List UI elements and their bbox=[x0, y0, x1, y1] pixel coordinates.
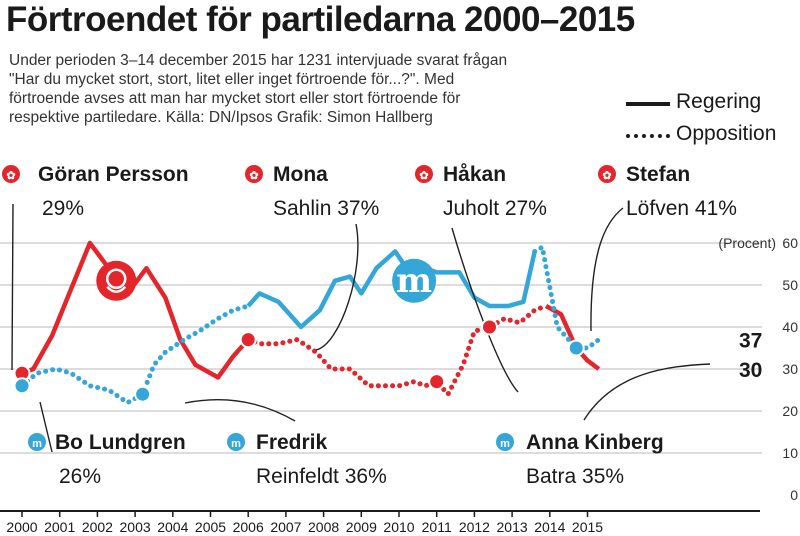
label-name-mona: Mona bbox=[273, 163, 328, 186]
x-tick-2007: 2007 bbox=[270, 519, 301, 535]
series-line-m-1 bbox=[246, 249, 537, 330]
party-icon-stefan bbox=[598, 165, 616, 183]
party-glyph-mona: ✿ bbox=[249, 170, 258, 182]
gridlines bbox=[0, 242, 762, 454]
y-tick-10: 10 bbox=[782, 445, 798, 461]
x-tick-2013: 2013 bbox=[497, 519, 528, 535]
y-tick-40: 40 bbox=[782, 319, 798, 335]
y-tick-50: 50 bbox=[782, 277, 798, 293]
label-pct-mona: Sahlin 37% bbox=[273, 197, 379, 220]
y-axis-unit: (Procent) bbox=[718, 235, 776, 251]
label-pct-bo-lundgren: 26% bbox=[59, 465, 101, 488]
party-icon-h-kan bbox=[415, 165, 433, 183]
arrow-g-ran-persson bbox=[11, 203, 14, 371]
x-tick-2002: 2002 bbox=[82, 519, 113, 535]
x-tick-2015: 2015 bbox=[572, 519, 603, 535]
label-name-g-ran-persson: Göran Persson bbox=[38, 163, 189, 186]
rose-logo-disc bbox=[96, 260, 137, 301]
marker-bo-lundgren bbox=[13, 377, 31, 395]
marker-stefan bbox=[480, 318, 498, 336]
m-logo-disc bbox=[392, 258, 437, 303]
end-label-s: 30 bbox=[739, 359, 762, 382]
rose-icon bbox=[106, 268, 127, 290]
arrow-stefan bbox=[590, 207, 624, 332]
marker-h-kan bbox=[428, 373, 446, 391]
y-tick-60: 60 bbox=[782, 235, 798, 251]
party-icon-mona bbox=[245, 165, 263, 183]
subtitle-line-3: förtroende avses att man har mycket stor… bbox=[9, 90, 461, 107]
party-logos: m bbox=[96, 258, 437, 303]
rose-stem-icon bbox=[106, 285, 127, 294]
label-name-fredrik: Fredrik bbox=[256, 431, 328, 454]
arrow-anna-kinberg bbox=[583, 363, 711, 421]
subtitle-line-4: respektive partiledare. Källa: DN/Ipsos … bbox=[9, 109, 433, 126]
end-label-m: 37 bbox=[739, 330, 762, 353]
arrow-fredrik bbox=[184, 398, 296, 422]
x-tick-2006: 2006 bbox=[233, 519, 264, 535]
label-name-anna-kinberg: Anna Kinberg bbox=[526, 431, 664, 454]
x-tick-2004: 2004 bbox=[157, 519, 188, 535]
series-line-s-0 bbox=[21, 240, 250, 380]
x-tick-2000: 2000 bbox=[6, 519, 37, 535]
x-tick-2009: 2009 bbox=[346, 519, 377, 535]
marker-mona bbox=[239, 331, 257, 349]
x-tick-2014: 2014 bbox=[534, 519, 565, 535]
x-axis: 2000 2001 2002 2003 2004 2005 2006 2007 2008 2009… bbox=[0, 510, 760, 535]
x-tick-2001: 2001 bbox=[44, 519, 75, 535]
annotation-arrows bbox=[11, 203, 711, 453]
y-tick-30: 30 bbox=[782, 361, 798, 377]
party-icon-anna-kinberg bbox=[496, 433, 514, 451]
series-line-m-2 bbox=[532, 244, 602, 351]
party-icon-bo-lundgren bbox=[28, 433, 46, 451]
m-logo-icon: m bbox=[396, 261, 432, 301]
label-name-bo-lundgren: Bo Lundgren bbox=[55, 431, 186, 454]
legend-label-opposition: Opposition bbox=[676, 122, 777, 145]
annotation-labels: ✿ Göran Persson 29% ✿ Mona Sahlin 37% ✿ Håkan Ju… bbox=[2, 163, 737, 488]
annotation-markers bbox=[13, 318, 585, 403]
x-tick-2011: 2011 bbox=[422, 519, 452, 535]
x-tick-2003: 2003 bbox=[120, 519, 151, 535]
label-name-stefan: Stefan bbox=[626, 163, 690, 186]
marker-anna-kinberg bbox=[567, 339, 585, 357]
subtitle-line-2: "Har du mycket stort, stort, litet eller… bbox=[9, 71, 455, 88]
party-glyph-g-ran-persson: ✿ bbox=[6, 170, 15, 182]
arrow-bo-lundgren bbox=[39, 401, 53, 453]
party-glyph-h-kan: ✿ bbox=[419, 170, 428, 182]
chart-title: Förtroendet för partiledarna 2000–2015 bbox=[6, 0, 635, 39]
party-icon-fredrik bbox=[227, 433, 245, 451]
party-glyph-fredrik: m bbox=[231, 438, 241, 450]
party-glyph-anna-kinberg: m bbox=[500, 438, 510, 450]
label-pct-anna-kinberg: Batra 35% bbox=[526, 465, 624, 488]
label-pct-fredrik: Reinfeldt 36% bbox=[256, 465, 387, 488]
x-tick-2005: 2005 bbox=[195, 519, 226, 535]
subtitle-line-1: Under perioden 3–14 december 2015 har 12… bbox=[9, 52, 508, 69]
y-tick-20: 20 bbox=[782, 403, 798, 419]
y-tick-0: 0 bbox=[790, 487, 798, 503]
arrow-mona bbox=[315, 223, 359, 351]
x-tick-2008: 2008 bbox=[308, 519, 339, 535]
x-tick-2010: 2010 bbox=[383, 519, 414, 535]
y-axis-ticks: 0 10 20 30 40 50 60 (Procent) bbox=[718, 235, 798, 503]
x-tick-2012: 2012 bbox=[459, 519, 490, 535]
marker-fredrik bbox=[134, 385, 152, 403]
label-pct-g-ran-persson: 29% bbox=[42, 197, 84, 220]
label-name-h-kan: Håkan bbox=[443, 163, 506, 186]
party-glyph-bo-lundgren: m bbox=[32, 438, 42, 450]
legend-label-regering: Regering bbox=[676, 90, 762, 113]
series-line-s-1 bbox=[245, 303, 549, 397]
party-icon-g-ran-persson bbox=[2, 165, 20, 183]
party-glyph-stefan: ✿ bbox=[602, 170, 611, 182]
label-pct-h-kan: Juholt 27% bbox=[443, 197, 547, 220]
legend-solid-swatch bbox=[626, 102, 670, 106]
legend-dotted-swatch bbox=[626, 134, 670, 138]
label-pct-stefan: Löfven 41% bbox=[626, 197, 737, 220]
